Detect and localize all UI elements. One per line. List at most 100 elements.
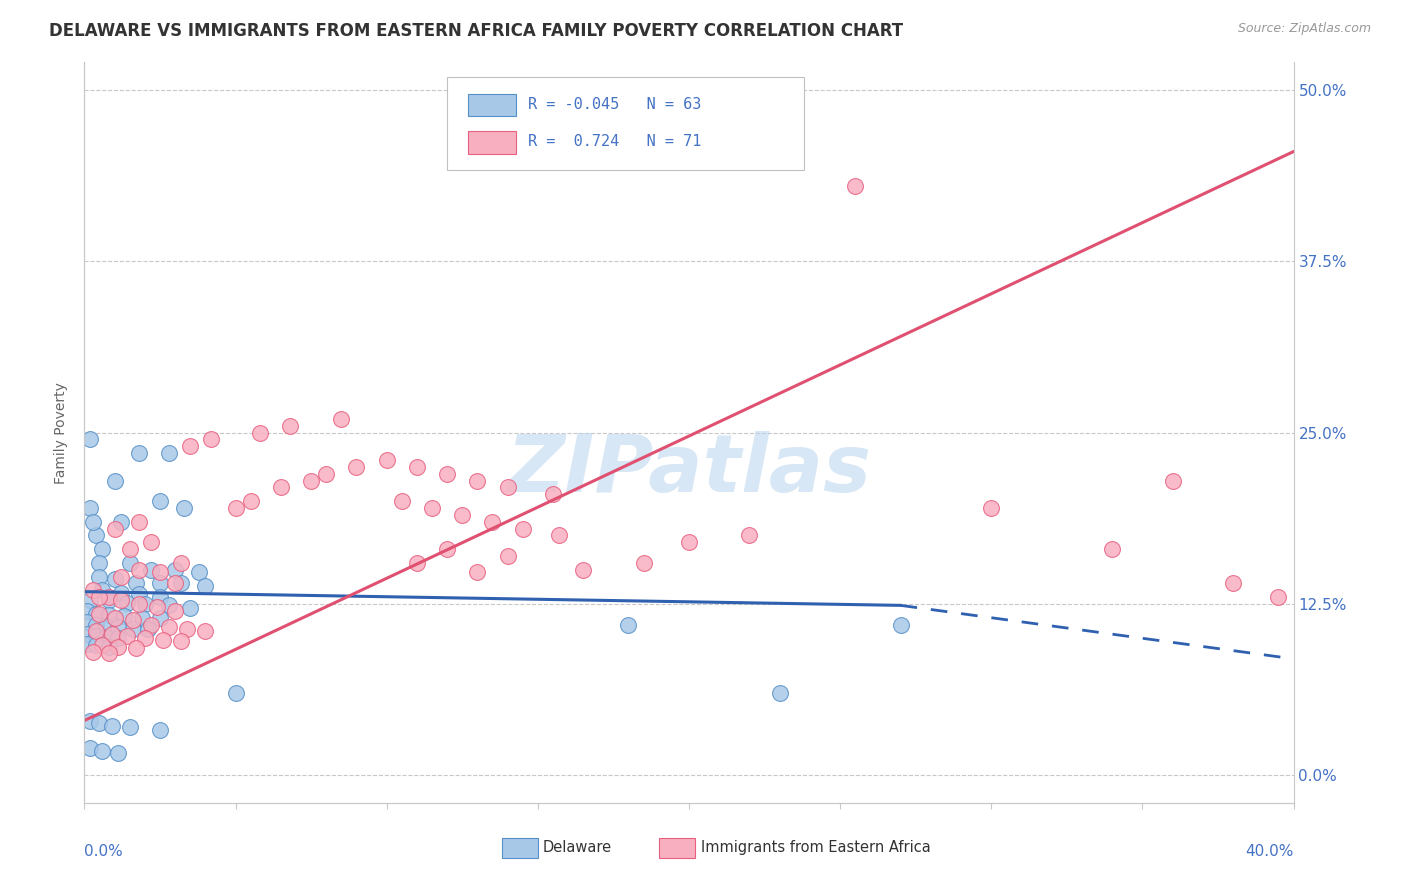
Point <box>890 617 912 632</box>
Point <box>633 556 655 570</box>
Point <box>149 610 172 624</box>
FancyBboxPatch shape <box>468 95 516 117</box>
Point <box>157 620 180 634</box>
Point <box>225 501 247 516</box>
FancyBboxPatch shape <box>447 78 804 169</box>
Point <box>112 609 135 624</box>
Text: Immigrants from Eastern Africa: Immigrants from Eastern Africa <box>702 840 931 855</box>
Point <box>270 480 292 494</box>
Point <box>769 686 792 700</box>
Point <box>194 579 217 593</box>
Point <box>110 569 132 583</box>
Point <box>86 528 108 542</box>
Point <box>157 599 180 613</box>
Point <box>146 599 169 614</box>
Point <box>330 412 353 426</box>
Point <box>97 607 120 622</box>
Point <box>121 622 143 636</box>
Point <box>149 576 172 591</box>
Point <box>149 723 172 738</box>
Point <box>94 619 117 633</box>
Point <box>200 433 222 447</box>
Point <box>118 542 141 557</box>
Point <box>179 439 201 453</box>
Point <box>115 628 138 642</box>
Point <box>170 634 193 648</box>
Point <box>128 597 150 611</box>
Point <box>299 474 322 488</box>
Point <box>496 549 519 563</box>
Point <box>451 508 474 522</box>
Point <box>678 535 700 549</box>
Point <box>157 446 180 460</box>
Point <box>572 563 595 577</box>
Point <box>139 617 162 632</box>
Point <box>149 566 172 580</box>
Text: R = -0.045   N = 63: R = -0.045 N = 63 <box>529 97 702 112</box>
Point <box>86 624 108 639</box>
Point <box>82 583 104 598</box>
Point <box>97 590 120 604</box>
Point <box>79 501 101 516</box>
Point <box>315 467 337 481</box>
Point <box>89 556 111 570</box>
Point <box>89 590 111 604</box>
Point <box>1222 576 1244 591</box>
Text: R =  0.724   N = 71: R = 0.724 N = 71 <box>529 134 702 149</box>
Point <box>91 542 114 557</box>
Point <box>194 624 217 639</box>
Text: 40.0%: 40.0% <box>1246 844 1294 858</box>
Point <box>139 563 162 577</box>
Point <box>617 617 640 632</box>
Text: DELAWARE VS IMMIGRANTS FROM EASTERN AFRICA FAMILY POVERTY CORRELATION CHART: DELAWARE VS IMMIGRANTS FROM EASTERN AFRI… <box>49 22 903 40</box>
Point <box>79 741 101 756</box>
Point <box>176 622 198 636</box>
Point <box>391 494 413 508</box>
Point <box>496 480 519 494</box>
Point <box>239 494 262 508</box>
FancyBboxPatch shape <box>468 131 516 153</box>
Point <box>121 614 143 628</box>
Point <box>980 501 1002 516</box>
Point <box>104 474 127 488</box>
Point <box>76 604 98 618</box>
Point <box>170 576 193 591</box>
Point <box>375 453 398 467</box>
Point <box>110 593 132 607</box>
Y-axis label: Family Poverty: Family Poverty <box>55 382 69 483</box>
Point <box>100 627 122 641</box>
Point <box>115 596 138 610</box>
Text: Source: ZipAtlas.com: Source: ZipAtlas.com <box>1237 22 1371 36</box>
Point <box>170 556 193 570</box>
Point <box>91 583 114 598</box>
Point <box>436 467 458 481</box>
Point <box>131 610 153 624</box>
Point <box>110 586 132 600</box>
Point <box>406 459 429 474</box>
Point <box>104 522 127 536</box>
Point <box>165 576 187 591</box>
Point <box>94 630 117 644</box>
Point <box>1161 474 1184 488</box>
Point <box>346 459 368 474</box>
Point <box>406 556 429 570</box>
Point <box>91 638 114 652</box>
Point <box>104 610 127 624</box>
Point <box>107 632 129 646</box>
Point <box>125 640 148 655</box>
Point <box>97 640 120 654</box>
Point <box>249 425 271 440</box>
Point <box>86 607 108 621</box>
Point <box>1267 590 1289 604</box>
Text: Delaware: Delaware <box>543 840 612 855</box>
Point <box>149 494 172 508</box>
Point <box>844 178 866 193</box>
Point <box>79 593 101 607</box>
Point <box>134 597 156 611</box>
Point <box>173 501 195 516</box>
Point <box>149 590 172 604</box>
Point <box>97 646 120 660</box>
Point <box>134 632 156 646</box>
Point <box>107 747 129 761</box>
Point <box>82 645 104 659</box>
